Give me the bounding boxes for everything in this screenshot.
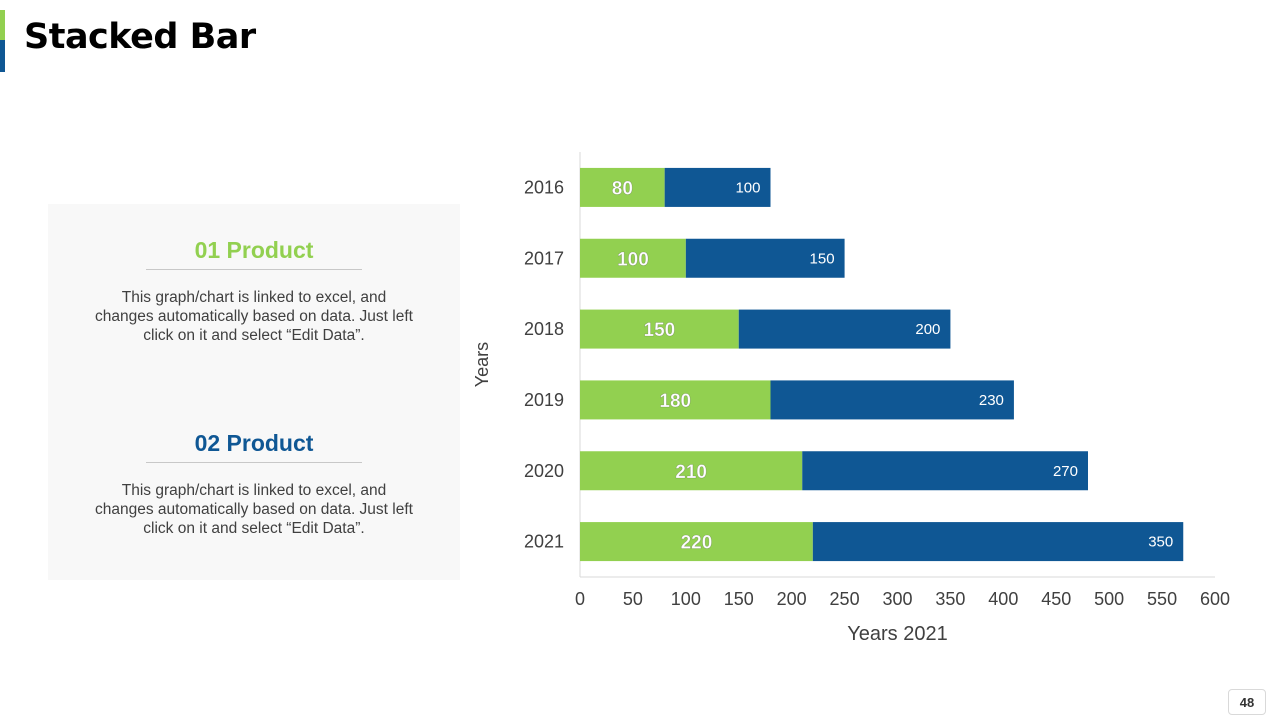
x-tick-label-350: 350 [935, 589, 965, 609]
data-label-1-2016: 80 [612, 178, 633, 199]
bar-1-2021 [580, 522, 813, 562]
data-label-2-2016: 100 [735, 179, 760, 196]
bar-2-2020 [802, 451, 1088, 491]
bar-1-2017 [580, 238, 686, 278]
product-block-2: 02 Product This graph/chart is linked to… [48, 429, 460, 538]
data-label-1-2019: 180 [659, 391, 691, 412]
x-tick-label-250: 250 [830, 589, 860, 609]
bar-1-2020 [580, 451, 803, 491]
x-tick-label-50: 50 [623, 589, 643, 609]
x-tick-label-600: 600 [1200, 589, 1230, 609]
data-label-2-2019: 230 [979, 392, 1004, 409]
y-tick-label-2016: 2016 [524, 177, 564, 197]
bar-1-2019 [580, 380, 771, 420]
x-tick-label-150: 150 [724, 589, 754, 609]
bar-2-2019 [770, 380, 1014, 420]
bar-1-2016 [580, 167, 665, 207]
data-label-1-2018: 150 [644, 320, 676, 341]
product-2-title: 02 Product [194, 430, 314, 456]
x-tick-label-500: 500 [1094, 589, 1124, 609]
y-tick-label-2019: 2019 [524, 390, 564, 410]
bar-2-2017 [685, 238, 845, 278]
slide-title: Stacked Bar [24, 17, 256, 57]
x-tick-label-550: 550 [1147, 589, 1177, 609]
y-tick-label-2020: 2020 [524, 461, 564, 481]
y-tick-label-2021: 2021 [524, 532, 564, 552]
data-label-1-2021: 220 [681, 533, 713, 554]
data-label-2-2021: 350 [1148, 534, 1173, 551]
x-tick-label-100: 100 [671, 589, 701, 609]
data-label-2-2020: 270 [1053, 463, 1078, 480]
page-number: 48 [1228, 689, 1266, 715]
x-tick-label-300: 300 [882, 589, 912, 609]
data-label-2-2017: 150 [810, 250, 835, 267]
product-2-divider [146, 462, 362, 463]
x-tick-label-200: 200 [777, 589, 807, 609]
bar-2-2021 [812, 522, 1184, 562]
info-panel: 01 Product This graph/chart is linked to… [48, 204, 460, 580]
x-tick-label-0: 0 [575, 589, 585, 609]
bar-1-2018 [580, 309, 739, 349]
y-tick-label-2018: 2018 [524, 319, 564, 339]
data-label-1-2020: 210 [675, 462, 707, 483]
data-label-2-2018: 200 [915, 321, 940, 338]
product-1-title: 01 Product [194, 237, 314, 263]
bar-2-2018 [738, 309, 951, 349]
x-axis-title: Years 2021 [847, 623, 947, 645]
product-1-divider [146, 269, 362, 270]
y-tick-label-2017: 2017 [524, 248, 564, 268]
x-tick-label-400: 400 [988, 589, 1018, 609]
bar-2-2016 [664, 167, 771, 207]
y-axis-title: Years [472, 342, 492, 387]
product-block-1: 01 Product This graph/chart is linked to… [48, 236, 460, 345]
title-accent-blue [0, 40, 5, 72]
product-1-description: This graph/chart is linked to excel, and… [95, 289, 413, 344]
product-2-description: This graph/chart is linked to excel, and… [95, 482, 413, 537]
title-accent-green [0, 10, 5, 40]
x-tick-label-450: 450 [1041, 589, 1071, 609]
data-label-1-2017: 100 [617, 249, 649, 270]
